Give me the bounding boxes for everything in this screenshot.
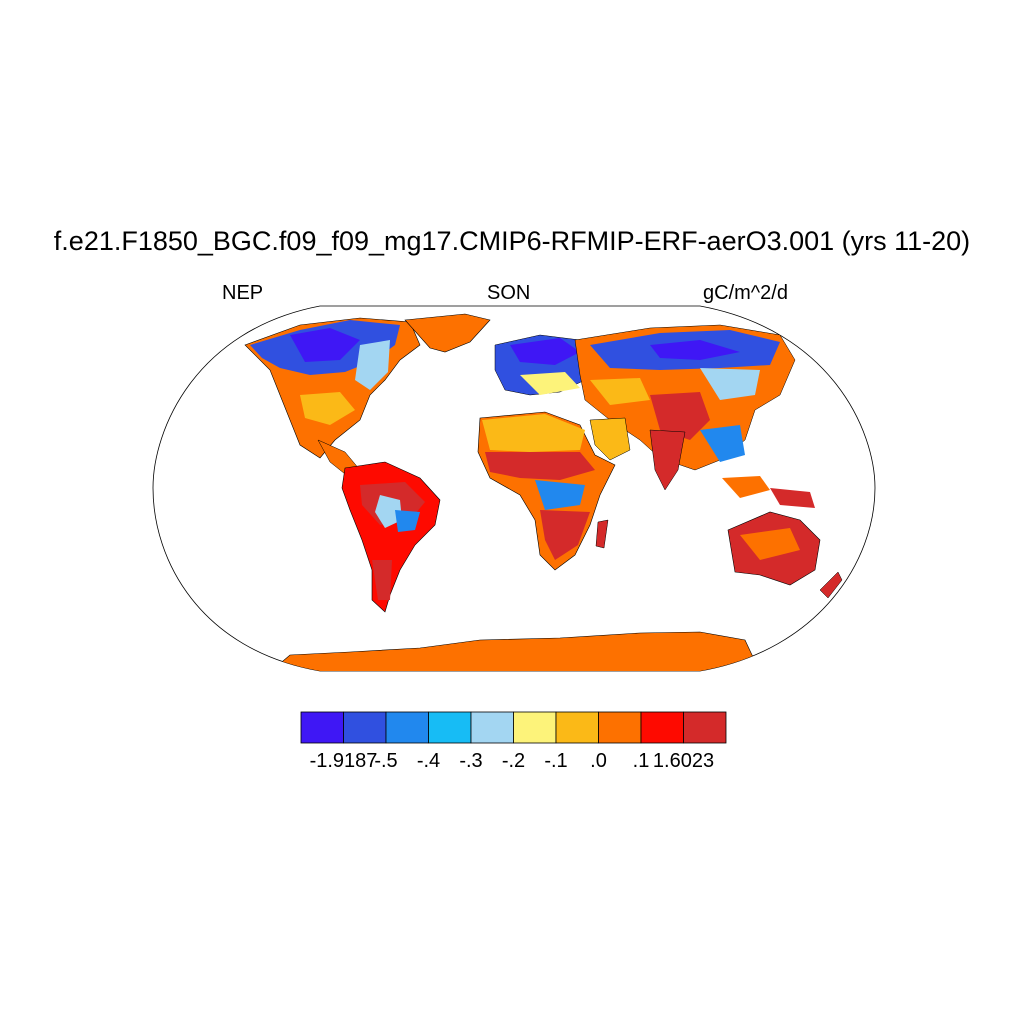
colorbar-swatch [598, 711, 642, 744]
units-label: gC/m^2/d [703, 282, 788, 304]
colorbar-tick-label: -1.9187 [309, 750, 378, 772]
colorbar-tick-label: -.3 [459, 750, 483, 772]
colorbar-swatch [300, 711, 344, 744]
antarctica [269, 631, 761, 671]
colorbar-swatch [683, 711, 727, 744]
new-zealand [819, 571, 843, 599]
madagascar [595, 519, 609, 549]
variable-label: NEP [222, 282, 264, 304]
land-areas [244, 313, 843, 671]
season-label: SON [487, 282, 531, 304]
colorbar-swatch [343, 711, 387, 744]
arabia [589, 417, 631, 461]
colorbar-tick-label: -.5 [374, 750, 398, 772]
plot-title: f.e21.F1850_BGC.f09_f09_mg17.CMIP6-RFMIP… [53, 226, 971, 256]
colorbar-tick-label: -.4 [416, 750, 441, 772]
colorbar-swatch [470, 711, 514, 744]
colorbar-swatch [555, 711, 599, 744]
greenland [404, 313, 491, 353]
india [649, 429, 686, 491]
colorbar-swatch [428, 711, 472, 744]
colorbar-swatch [385, 711, 429, 744]
colorbar-tick-label: .1 [632, 750, 650, 772]
colorbar [300, 711, 727, 744]
colorbar-swatch [513, 711, 557, 744]
colorbar-tick-label: -.1 [544, 750, 568, 772]
colorbar-tick-label: -.2 [501, 750, 526, 772]
colorbar-tick-label: .0 [590, 750, 607, 772]
colorbar-tick-label: 1.6023 [652, 750, 715, 772]
colorbar-swatch [640, 711, 684, 744]
